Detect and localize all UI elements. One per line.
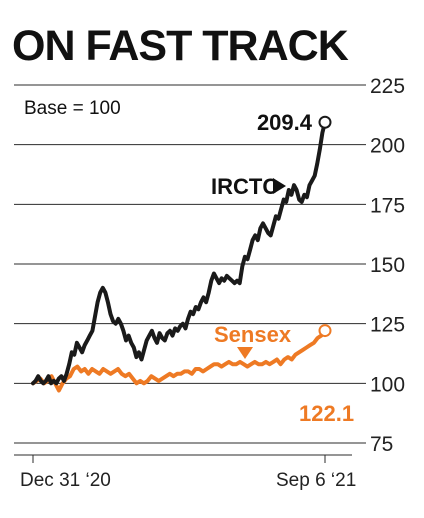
chart-title: ON FAST TRACK	[12, 22, 349, 70]
y-tick-label: 100	[370, 373, 405, 396]
y-tick-label: 200	[370, 135, 405, 158]
series-lines	[31, 115, 332, 393]
irctc-end-value: 209.4	[257, 110, 313, 135]
sensex-pointer-icon	[237, 347, 253, 359]
sensex-series-label: Sensex	[214, 322, 292, 347]
y-axis-ticks: 225 200 175 150 125 100 75	[370, 75, 405, 456]
gridlines	[14, 84, 366, 444]
sensex-end-value: 122.1	[299, 401, 354, 426]
x-tick-label-end: Sep 6 ‘21	[276, 470, 356, 491]
end-marker-sensex	[318, 324, 332, 338]
base-note: Base = 100	[24, 98, 121, 119]
series-line-sensex	[31, 328, 327, 393]
irctc-pointer-icon	[273, 178, 286, 194]
y-tick-label: 150	[370, 254, 405, 277]
y-tick-label: 125	[370, 314, 405, 337]
y-tick-label: 225	[370, 75, 405, 98]
series-line-irctc	[31, 120, 327, 386]
y-tick-label: 75	[370, 433, 393, 456]
irctc-series-label: IRCTC	[211, 174, 278, 199]
x-axis: Dec 31 ‘20 Sep 6 ‘21	[14, 454, 356, 491]
series-labels: 209.4 IRCTC Sensex 122.1	[211, 110, 354, 426]
y-tick-label: 175	[370, 194, 405, 217]
x-tick-label-start: Dec 31 ‘20	[20, 470, 111, 491]
end-marker-irctc	[318, 115, 332, 129]
